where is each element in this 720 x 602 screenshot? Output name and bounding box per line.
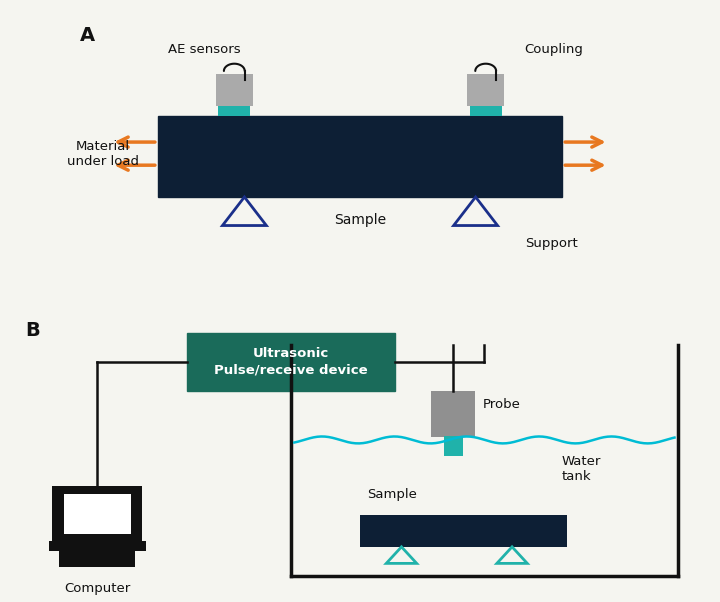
Bar: [467, 74, 505, 106]
Text: Sample: Sample: [334, 213, 386, 227]
FancyBboxPatch shape: [158, 116, 562, 197]
Text: AE sensors: AE sensors: [168, 43, 240, 56]
FancyBboxPatch shape: [187, 333, 395, 391]
Bar: [215, 74, 253, 106]
Bar: [218, 106, 250, 116]
Bar: [53, 486, 143, 541]
Text: Support: Support: [525, 237, 577, 250]
Text: Computer: Computer: [64, 582, 130, 595]
Text: B: B: [24, 321, 40, 341]
Text: Probe: Probe: [482, 398, 521, 411]
Bar: [64, 494, 130, 533]
Text: Water
tank: Water tank: [562, 455, 601, 483]
Bar: [444, 436, 463, 456]
Bar: [470, 106, 502, 116]
Text: Ultrasonic
Pulse/receive device: Ultrasonic Pulse/receive device: [214, 347, 368, 377]
Bar: [431, 391, 475, 437]
Bar: [49, 541, 145, 551]
Text: Sample: Sample: [367, 488, 417, 501]
Text: Material
under load: Material under load: [67, 140, 139, 167]
Bar: [360, 515, 567, 547]
Text: A: A: [80, 26, 95, 46]
Text: Coupling: Coupling: [525, 43, 584, 56]
Bar: [59, 550, 135, 567]
